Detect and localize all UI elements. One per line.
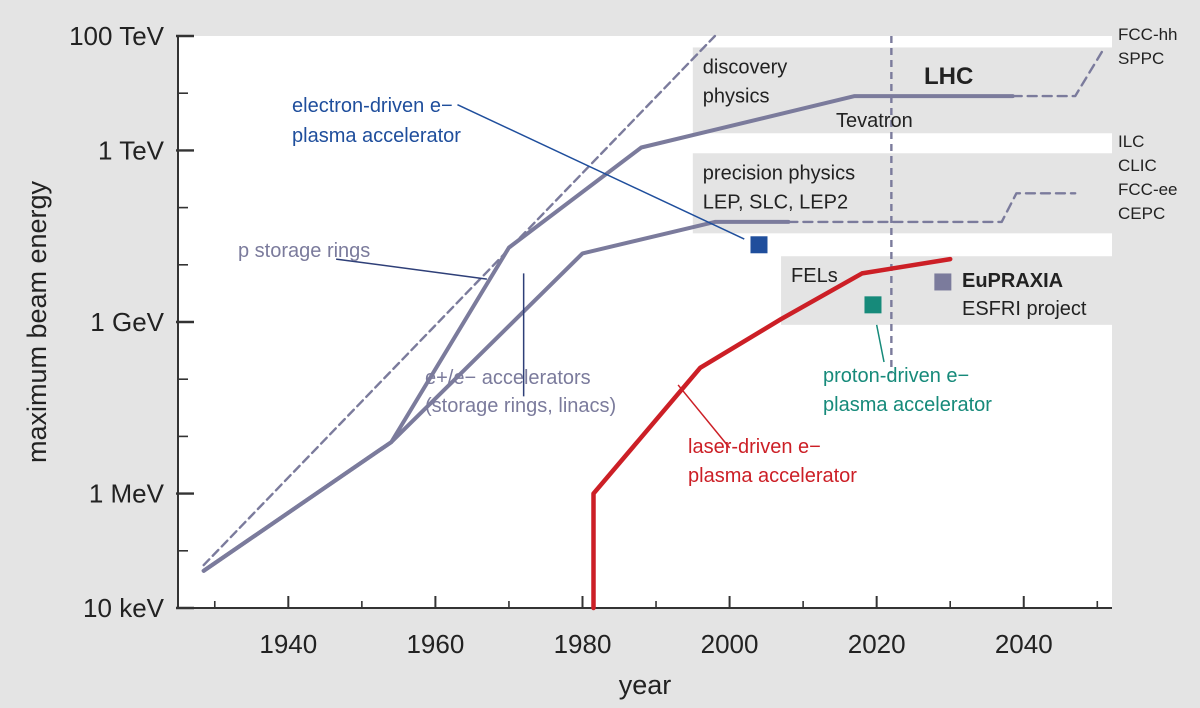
series-line-p-storage-rings-projection <box>1011 46 1106 98</box>
y-tick-label: 1 GeV <box>90 307 164 337</box>
future-lepton-label-1: ILC <box>1118 132 1144 151</box>
region-label-precision-2: LEP, SLC, LEP2 <box>703 191 848 213</box>
x-tick-label: 2000 <box>701 629 759 659</box>
laser-driven-label-2: plasma accelerator <box>688 465 857 487</box>
series-line-e-e-accelerators-projection <box>787 192 1077 224</box>
electron-driven-label-2: plasma accelerator <box>292 125 461 147</box>
x-tick-label: 2020 <box>848 629 906 659</box>
p-storage-label: p storage rings <box>238 240 370 262</box>
esfri-label: ESFRI project <box>962 298 1087 320</box>
proton-driven-label-2: plasma accelerator <box>823 394 992 416</box>
y-axis-title: maximum beam energy <box>22 180 52 463</box>
y-tick-label: 1 MeV <box>89 479 165 509</box>
region-label-precision-1: precision physics <box>703 162 855 184</box>
electron-driven-leader <box>457 103 745 240</box>
future-hadron-label-2: SPPC <box>1118 49 1164 68</box>
series-line-laser-driven <box>591 256 953 611</box>
x-tick-label: 1960 <box>406 629 464 659</box>
y-tick-label: 100 TeV <box>69 21 165 51</box>
region-label-discovery-1: discovery <box>703 56 787 78</box>
laser-driven-leader <box>677 384 731 449</box>
tevatron-label: Tevatron <box>836 110 913 132</box>
region-label-fels-1: FELs <box>791 265 838 287</box>
proton-driven-leader <box>875 324 885 363</box>
x-tick-label: 2040 <box>995 629 1053 659</box>
region-label-discovery-2: physics <box>703 85 770 107</box>
ee-accelerators-label-2: (storage rings, linacs) <box>425 395 616 417</box>
ee-accelerators-label-1: e+/e− accelerators <box>425 367 591 389</box>
proton-driven-label-1: proton-driven e− <box>823 365 969 387</box>
x-tick-label: 1980 <box>554 629 612 659</box>
future-hadron-label-1: FCC-hh <box>1118 25 1178 44</box>
y-tick-label: 10 keV <box>83 593 165 623</box>
laser-driven-label-1: laser-driven e− <box>688 436 821 458</box>
marker-electron-driven <box>750 236 768 254</box>
series-line-e-e-accelerators <box>201 219 791 573</box>
future-lepton-label-4: CEPC <box>1118 204 1165 223</box>
p-storage-leader <box>336 258 487 280</box>
marker-eupraxia <box>934 273 952 291</box>
electron-driven-label-1: electron-driven e− <box>292 95 453 117</box>
marker-proton-driven <box>864 296 882 314</box>
series-line-livingston-trend <box>202 34 717 567</box>
y-tick-label: 1 TeV <box>98 135 165 165</box>
eupraxia-label: EuPRAXIA <box>962 270 1063 292</box>
x-tick-label: 1940 <box>259 629 317 659</box>
future-lepton-label-3: FCC-ee <box>1118 180 1178 199</box>
x-axis-title: year <box>619 670 672 700</box>
future-lepton-label-2: CLIC <box>1118 156 1157 175</box>
lhc-label: LHC <box>924 63 973 90</box>
